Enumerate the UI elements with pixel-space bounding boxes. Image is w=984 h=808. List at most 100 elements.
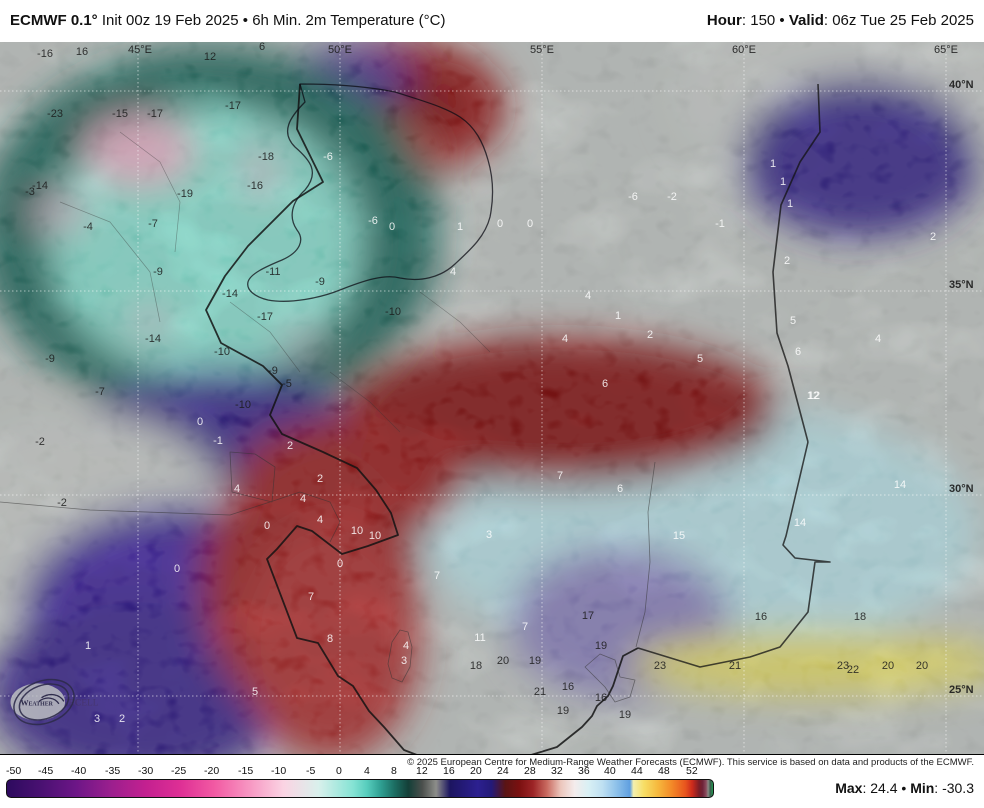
svg-text:-9: -9 xyxy=(45,353,55,365)
svg-text:19: 19 xyxy=(595,640,607,652)
svg-text:25°N: 25°N xyxy=(949,684,974,696)
svg-text:3: 3 xyxy=(486,529,492,541)
svg-text:0: 0 xyxy=(527,218,533,230)
svg-text:-5: -5 xyxy=(282,378,292,390)
svg-text:21: 21 xyxy=(534,686,546,698)
svg-text:1: 1 xyxy=(615,310,621,322)
svg-text:0: 0 xyxy=(197,416,203,428)
svg-text:2: 2 xyxy=(930,231,936,243)
svg-text:8: 8 xyxy=(327,633,333,645)
svg-text:-17: -17 xyxy=(225,100,241,112)
svg-text:0: 0 xyxy=(174,563,180,575)
svg-text:-14: -14 xyxy=(145,333,161,345)
svg-text:4: 4 xyxy=(300,493,306,505)
svg-text:7: 7 xyxy=(434,570,440,582)
svg-text:-18: -18 xyxy=(258,151,274,163)
svg-text:55°E: 55°E xyxy=(530,44,554,56)
svg-text:-6: -6 xyxy=(368,215,378,227)
svg-text:0: 0 xyxy=(264,520,270,532)
svg-text:65°E: 65°E xyxy=(934,44,958,56)
svg-text:-10: -10 xyxy=(385,306,401,318)
svg-text:-16: -16 xyxy=(37,48,53,60)
svg-text:-11: -11 xyxy=(265,266,280,278)
svg-text:7: 7 xyxy=(308,591,314,603)
svg-text:-1: -1 xyxy=(715,218,725,230)
svg-text:0: 0 xyxy=(497,218,503,230)
svg-text:1: 1 xyxy=(457,221,463,233)
svg-text:-16: -16 xyxy=(247,180,263,192)
svg-text:5: 5 xyxy=(252,686,258,698)
svg-text:30°N: 30°N xyxy=(949,483,974,495)
svg-text:23: 23 xyxy=(654,660,666,672)
svg-text:-17: -17 xyxy=(147,108,163,120)
svg-text:2: 2 xyxy=(287,440,293,452)
svg-text:4: 4 xyxy=(585,290,591,302)
svg-text:35°N: 35°N xyxy=(949,279,974,291)
svg-text:11: 11 xyxy=(474,632,485,644)
svg-text:4: 4 xyxy=(403,640,409,652)
svg-text:1: 1 xyxy=(770,158,776,170)
svg-text:16: 16 xyxy=(562,681,574,693)
svg-text:6: 6 xyxy=(602,378,608,390)
svg-text:-6: -6 xyxy=(628,191,638,203)
svg-text:19: 19 xyxy=(619,709,631,721)
svg-text:-9: -9 xyxy=(315,276,325,288)
svg-text:4: 4 xyxy=(875,333,881,345)
svg-text:20: 20 xyxy=(882,660,894,672)
svg-text:-2: -2 xyxy=(667,191,677,203)
svg-text:-14: -14 xyxy=(222,288,238,300)
svg-text:-19: -19 xyxy=(177,188,193,200)
svg-text:0: 0 xyxy=(337,558,343,570)
svg-text:-2: -2 xyxy=(35,436,45,448)
svg-text:14: 14 xyxy=(794,517,806,529)
svg-text:-15: -15 xyxy=(112,108,128,120)
svg-text:2: 2 xyxy=(119,713,125,725)
svg-text:60°E: 60°E xyxy=(732,44,756,56)
svg-text:16: 16 xyxy=(76,46,88,58)
svg-text:4: 4 xyxy=(317,514,323,526)
svg-text:2: 2 xyxy=(317,473,323,485)
svg-text:18: 18 xyxy=(854,611,866,623)
svg-text:-7: -7 xyxy=(148,218,158,230)
svg-text:40°N: 40°N xyxy=(949,79,974,91)
svg-text:-6: -6 xyxy=(323,151,333,163)
svg-text:6: 6 xyxy=(795,346,801,358)
svg-text:7: 7 xyxy=(522,621,528,633)
svg-text:-1: -1 xyxy=(213,435,223,447)
svg-text:45°E: 45°E xyxy=(128,44,152,56)
svg-text:20: 20 xyxy=(916,660,928,672)
svg-text:50°E: 50°E xyxy=(328,44,352,56)
svg-text:3: 3 xyxy=(94,713,100,725)
svg-text:-17: -17 xyxy=(257,311,273,323)
svg-text:14: 14 xyxy=(894,479,906,491)
svg-text:1: 1 xyxy=(85,640,91,652)
svg-text:2: 2 xyxy=(784,255,790,267)
svg-text:16: 16 xyxy=(755,611,767,623)
svg-text:4: 4 xyxy=(562,333,568,345)
svg-text:12: 12 xyxy=(204,51,216,63)
svg-text:6: 6 xyxy=(259,42,265,53)
svg-text:19: 19 xyxy=(529,655,541,667)
svg-text:-23: -23 xyxy=(47,108,63,120)
svg-text:2: 2 xyxy=(647,329,653,341)
svg-text:1: 1 xyxy=(787,198,793,210)
svg-text:7: 7 xyxy=(557,470,563,482)
svg-text:10: 10 xyxy=(369,530,381,542)
svg-text:-10: -10 xyxy=(235,399,251,411)
svg-text:0: 0 xyxy=(389,221,395,233)
svg-text:-10: -10 xyxy=(214,346,230,358)
svg-text:21: 21 xyxy=(729,660,741,672)
svg-text:-9: -9 xyxy=(153,266,163,278)
svg-text:12: 12 xyxy=(808,390,820,402)
svg-text:-4: -4 xyxy=(83,221,93,233)
svg-text:19: 19 xyxy=(557,705,569,717)
svg-text:5: 5 xyxy=(697,353,703,365)
svg-text:17: 17 xyxy=(582,610,594,622)
svg-text:15: 15 xyxy=(673,530,685,542)
svg-text:1: 1 xyxy=(780,176,786,188)
svg-text:-3: -3 xyxy=(25,186,35,198)
svg-text:23: 23 xyxy=(837,660,849,672)
svg-text:20: 20 xyxy=(497,655,509,667)
svg-text:5: 5 xyxy=(790,315,796,327)
svg-text:10: 10 xyxy=(351,525,363,537)
